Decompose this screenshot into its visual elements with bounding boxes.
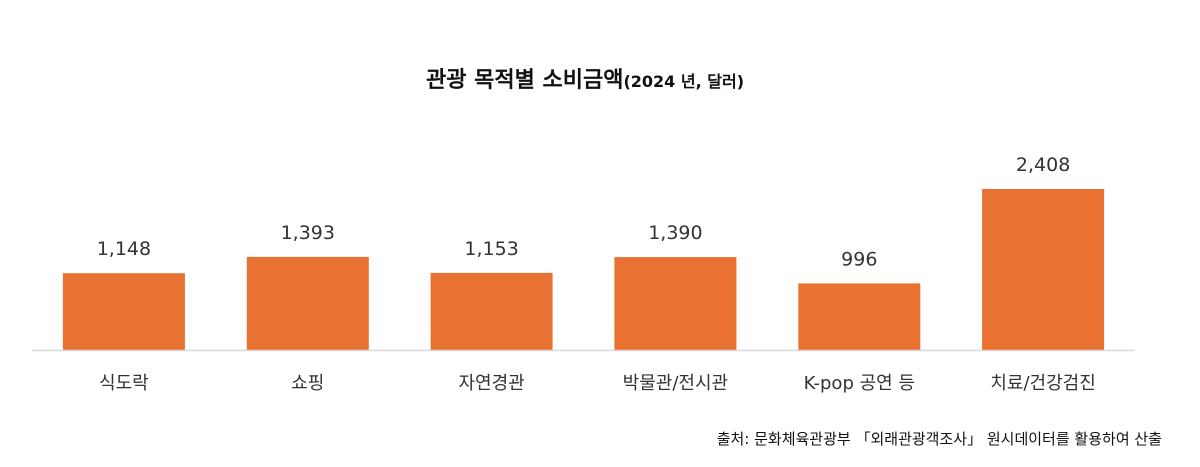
chart-subtitle: (2024 년, 달러) xyxy=(623,72,745,91)
chart-title-main: 관광 목적별 소비금액 xyxy=(425,68,624,93)
source-note: 출처: 문화체육관광부 「외래관광객조사」 원시데이터를 활용하여 산출 xyxy=(716,430,1162,448)
chart-title: 관광 목적별 소비금액(2024 년, 달러) xyxy=(0,62,1170,94)
category-label-2: 자연경관 xyxy=(458,373,524,394)
bar-4 xyxy=(798,283,921,350)
category-label-4: K-pop 공연 등 xyxy=(804,373,915,394)
bar-3 xyxy=(614,257,737,350)
bar-0 xyxy=(62,273,185,350)
value-label-group: 1,148 1,393 1,153 1,390 996 2,408 xyxy=(97,154,1071,270)
value-label-5: 2,408 xyxy=(1016,154,1070,176)
bar-group xyxy=(62,189,1105,350)
value-label-2: 1,153 xyxy=(464,238,518,260)
value-label-3: 1,390 xyxy=(648,222,702,244)
category-label-1: 쇼핑 xyxy=(291,373,324,394)
bar-1 xyxy=(246,256,369,350)
value-label-1: 1,393 xyxy=(281,222,335,244)
value-label-4: 996 xyxy=(841,248,877,270)
bar-5 xyxy=(982,189,1105,350)
bar-2 xyxy=(430,272,553,350)
category-label-3: 박물관/전시관 xyxy=(623,373,728,394)
category-label-0: 식도락 xyxy=(99,373,149,394)
category-label-5: 치료/건강검진 xyxy=(990,373,1095,394)
value-label-0: 1,148 xyxy=(97,238,151,260)
category-label-group: 식도락 쇼핑 자연경관 박물관/전시관 K-pop 공연 등 치료/건강검진 xyxy=(99,373,1096,394)
